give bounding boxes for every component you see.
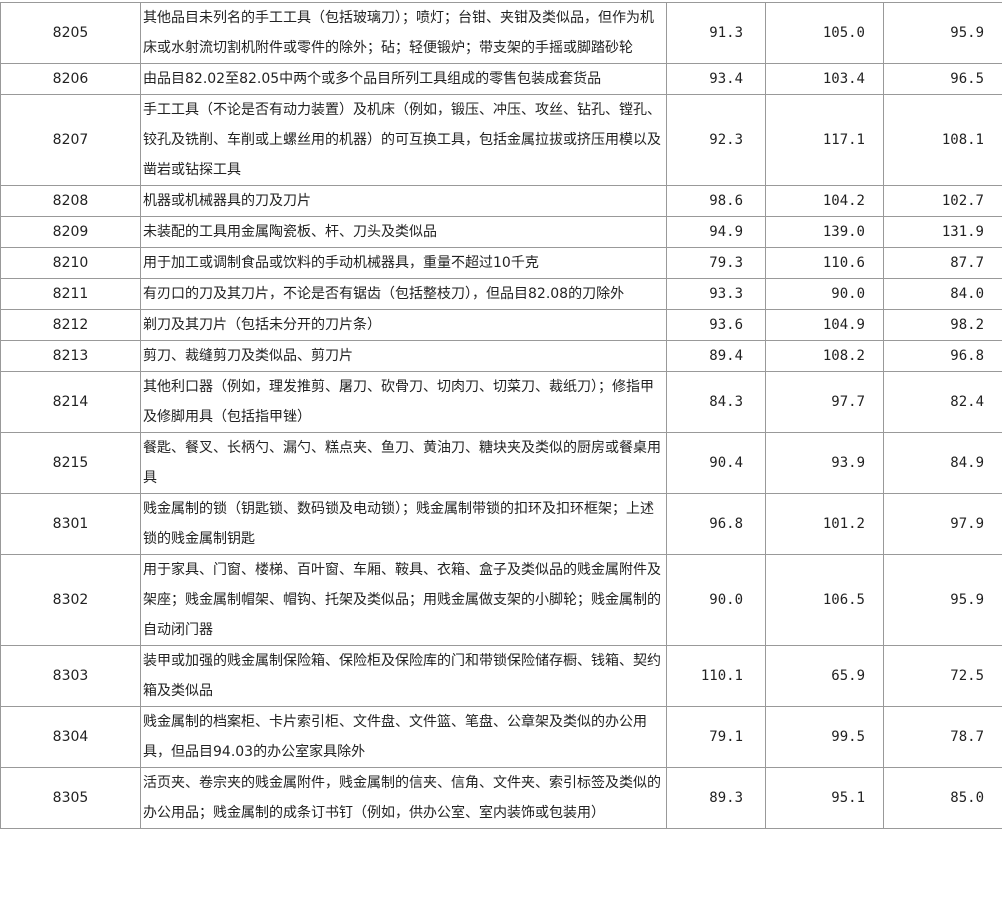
value-2-cell: 117.1 xyxy=(766,95,884,186)
value-1-cell: 93.3 xyxy=(667,279,766,310)
hs-code-cell: 8213 xyxy=(1,341,141,372)
value-2-cell: 108.2 xyxy=(766,341,884,372)
value-1-cell: 91.3 xyxy=(667,3,766,64)
value-2-cell: 104.9 xyxy=(766,310,884,341)
hs-code-cell: 8302 xyxy=(1,555,141,646)
value-1-cell: 110.1 xyxy=(667,646,766,707)
hs-code-cell: 8212 xyxy=(1,310,141,341)
value-3-cell: 108.1 xyxy=(884,95,1002,186)
hs-code-cell: 8305 xyxy=(1,768,141,829)
value-1-cell: 89.3 xyxy=(667,768,766,829)
value-2-cell: 97.7 xyxy=(766,372,884,433)
value-1-cell: 92.3 xyxy=(667,95,766,186)
value-2-cell: 105.0 xyxy=(766,3,884,64)
description-cell: 剃刀及其刀片（包括未分开的刀片条） xyxy=(141,310,667,341)
value-1-cell: 84.3 xyxy=(667,372,766,433)
hs-code-cell: 8303 xyxy=(1,646,141,707)
hs-code-cell: 8210 xyxy=(1,248,141,279)
value-1-cell: 90.0 xyxy=(667,555,766,646)
hs-code-cell: 8215 xyxy=(1,433,141,494)
value-2-cell: 65.9 xyxy=(766,646,884,707)
hs-code-cell: 8209 xyxy=(1,217,141,248)
description-cell: 其他品目未列名的手工工具（包括玻璃刀）；喷灯；台钳、夹钳及类似品，但作为机床或水… xyxy=(141,3,667,64)
value-3-cell: 78.7 xyxy=(884,707,1002,768)
description-cell: 其他利口器（例如，理发推剪、屠刀、砍骨刀、切肉刀、切菜刀、裁纸刀）；修指甲及修脚… xyxy=(141,372,667,433)
value-1-cell: 89.4 xyxy=(667,341,766,372)
value-1-cell: 93.6 xyxy=(667,310,766,341)
value-3-cell: 84.9 xyxy=(884,433,1002,494)
value-3-cell: 95.9 xyxy=(884,3,1002,64)
value-3-cell: 72.5 xyxy=(884,646,1002,707)
value-2-cell: 104.2 xyxy=(766,186,884,217)
hs-code-cell: 8205 xyxy=(1,3,141,64)
value-1-cell: 93.4 xyxy=(667,64,766,95)
description-cell: 手工工具（不论是否有动力装置）及机床（例如，锻压、冲压、攻丝、钻孔、镗孔、铰孔及… xyxy=(141,95,667,186)
value-1-cell: 90.4 xyxy=(667,433,766,494)
value-3-cell: 102.7 xyxy=(884,186,1002,217)
hs-code-cell: 8207 xyxy=(1,95,141,186)
value-3-cell: 96.8 xyxy=(884,341,1002,372)
value-3-cell: 82.4 xyxy=(884,372,1002,433)
description-cell: 活页夹、卷宗夹的贱金属附件，贱金属制的信夹、信角、文件夹、索引标签及类似的办公用… xyxy=(141,768,667,829)
value-3-cell: 97.9 xyxy=(884,494,1002,555)
value-3-cell: 95.9 xyxy=(884,555,1002,646)
value-2-cell: 93.9 xyxy=(766,433,884,494)
value-1-cell: 98.6 xyxy=(667,186,766,217)
value-3-cell: 131.9 xyxy=(884,217,1002,248)
description-cell: 有刃口的刀及其刀片，不论是否有锯齿（包括整枝刀），但品目82.08的刀除外 xyxy=(141,279,667,310)
hs-code-cell: 8208 xyxy=(1,186,141,217)
hs-code-cell: 8214 xyxy=(1,372,141,433)
value-2-cell: 106.5 xyxy=(766,555,884,646)
value-2-cell: 99.5 xyxy=(766,707,884,768)
value-1-cell: 94.9 xyxy=(667,217,766,248)
value-2-cell: 139.0 xyxy=(766,217,884,248)
description-cell: 未装配的工具用金属陶瓷板、杆、刀头及类似品 xyxy=(141,217,667,248)
hs-code-cell: 8304 xyxy=(1,707,141,768)
value-1-cell: 79.3 xyxy=(667,248,766,279)
description-cell: 贱金属制的锁（钥匙锁、数码锁及电动锁）；贱金属制带锁的扣环及扣环框架；上述锁的贱… xyxy=(141,494,667,555)
value-1-cell: 96.8 xyxy=(667,494,766,555)
description-cell: 剪刀、裁缝剪刀及类似品、剪刀片 xyxy=(141,341,667,372)
description-cell: 装甲或加强的贱金属制保险箱、保险柜及保险库的门和带锁保险储存橱、钱箱、契约箱及类… xyxy=(141,646,667,707)
value-2-cell: 103.4 xyxy=(766,64,884,95)
value-2-cell: 90.0 xyxy=(766,279,884,310)
value-2-cell: 110.6 xyxy=(766,248,884,279)
value-2-cell: 101.2 xyxy=(766,494,884,555)
description-cell: 用于家具、门窗、楼梯、百叶窗、车厢、鞍具、衣箱、盒子及类似品的贱金属附件及架座；… xyxy=(141,555,667,646)
value-3-cell: 96.5 xyxy=(884,64,1002,95)
hs-code-cell: 8206 xyxy=(1,64,141,95)
hs-code-cell: 8301 xyxy=(1,494,141,555)
description-cell: 机器或机械器具的刀及刀片 xyxy=(141,186,667,217)
value-3-cell: 85.0 xyxy=(884,768,1002,829)
description-cell: 贱金属制的档案柜、卡片索引柜、文件盘、文件篮、笔盘、公章架及类似的办公用具，但品… xyxy=(141,707,667,768)
description-cell: 由品目82.02至82.05中两个或多个品目所列工具组成的零售包装成套货品 xyxy=(141,64,667,95)
value-3-cell: 84.0 xyxy=(884,279,1002,310)
value-3-cell: 87.7 xyxy=(884,248,1002,279)
hs-code-cell: 8211 xyxy=(1,279,141,310)
value-3-cell: 98.2 xyxy=(884,310,1002,341)
description-cell: 餐匙、餐叉、长柄勺、漏勺、糕点夹、鱼刀、黄油刀、糖块夹及类似的厨房或餐桌用具 xyxy=(141,433,667,494)
value-2-cell: 95.1 xyxy=(766,768,884,829)
value-1-cell: 79.1 xyxy=(667,707,766,768)
description-cell: 用于加工或调制食品或饮料的手动机械器具，重量不超过10千克 xyxy=(141,248,667,279)
